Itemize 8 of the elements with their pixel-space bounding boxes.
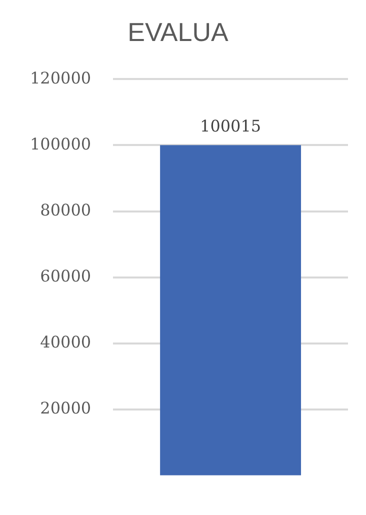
y-tick-label: 120000	[30, 68, 92, 88]
y-tick-label: 60000	[40, 266, 92, 286]
y-tick-label: 100000	[30, 134, 92, 154]
chart-title: EVALUA	[128, 16, 229, 47]
data-label: 100015	[200, 116, 262, 136]
y-tick-label: 20000	[40, 398, 92, 418]
y-tick-label: 80000	[40, 200, 92, 220]
y-tick-label: 40000	[40, 332, 92, 352]
